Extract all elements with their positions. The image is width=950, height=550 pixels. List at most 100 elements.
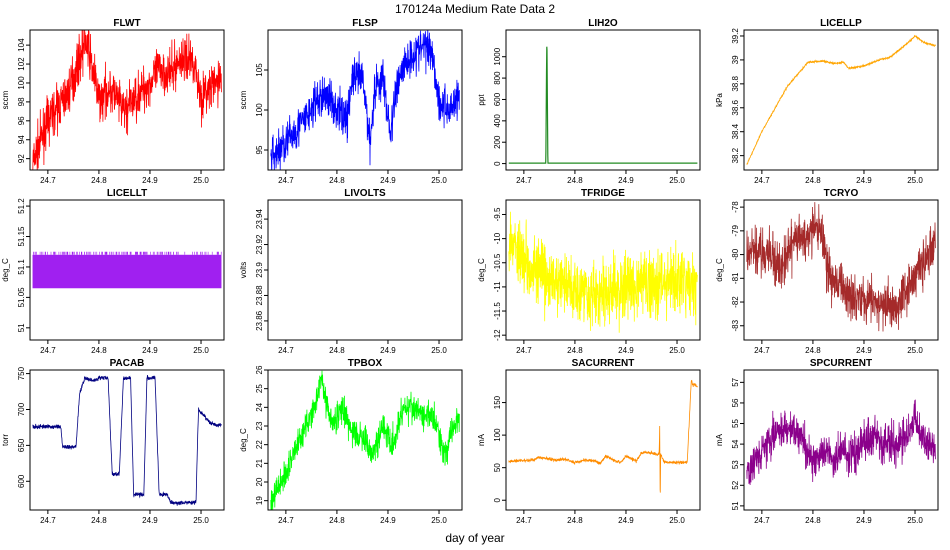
x-tick-label: 24.9 <box>142 176 158 185</box>
figure-xlabel: day of year <box>445 531 504 545</box>
y-tick-label: 38.4 <box>731 123 740 139</box>
y-axis-label: volts <box>239 262 248 278</box>
x-tick-label: 25.0 <box>669 176 685 185</box>
x-tick-label: 24.9 <box>856 516 872 525</box>
y-tick-label: 52 <box>731 480 740 489</box>
y-tick-label: 23 <box>255 421 264 430</box>
x-tick-label: 24.8 <box>329 516 345 525</box>
series-line-spcurrent <box>746 399 936 486</box>
plot-frame <box>505 369 701 511</box>
y-axis-label: kPa <box>715 93 724 107</box>
x-tick-label: 24.8 <box>329 176 345 185</box>
y-tick-label: 650 <box>17 438 26 452</box>
x-tick-label: 24.7 <box>278 176 294 185</box>
panel-livolts: LIVOLTS 24.7 24.8 24.9 25.0 23.86 23.88 23.9 23.… <box>239 188 463 355</box>
x-tick-label: 24.8 <box>567 346 583 355</box>
panel-grid: FLWT 24.7 24.8 24.9 25.0 92 94 96 98 100 102 104 scc… <box>1 18 939 525</box>
y-tick-label: -10.5 <box>493 253 502 272</box>
y-tick-label: 23.92 <box>255 234 264 255</box>
y-tick-label: 23.9 <box>255 262 264 278</box>
x-tick-label: 24.9 <box>618 516 634 525</box>
y-tick-label: 100 <box>493 428 502 442</box>
x-tick-label: 24.7 <box>278 346 294 355</box>
x-tick-label: 24.7 <box>40 346 56 355</box>
series-spikes-licellt <box>33 251 222 255</box>
x-tick-label: 25.0 <box>907 516 923 525</box>
y-tick-label: 102 <box>17 57 26 71</box>
x-tick-label: 25.0 <box>669 346 685 355</box>
panel-tcryo: TCRYO 24.7 24.8 24.9 25.0 -83 -82 -81 -80 -79 -78 d… <box>715 188 939 355</box>
y-tick-label: -79 <box>731 225 740 237</box>
y-tick-label: -12 <box>493 329 502 341</box>
panel-licellp: LICELLP 24.7 24.8 24.9 25.0 38.2 38.4 38.6 38.8 3… <box>715 18 939 185</box>
y-tick-label: 105 <box>255 63 264 77</box>
y-tick-label: 200 <box>493 135 502 149</box>
y-tick-label: 150 <box>493 395 502 409</box>
plot-frame <box>743 369 939 511</box>
panel-title: TPBOX <box>348 358 383 369</box>
x-tick-label: 24.8 <box>91 346 107 355</box>
x-tick-label: 25.0 <box>193 516 209 525</box>
x-tick-label: 25.0 <box>431 176 447 185</box>
y-axis-label: torr <box>1 434 10 446</box>
y-tick-label: 92 <box>17 154 26 163</box>
y-axis-label: ppt <box>477 94 486 106</box>
y-tick-label: 51.05 <box>17 287 26 308</box>
y-tick-label: 54 <box>731 439 740 448</box>
series-line-sacurrent <box>508 379 698 493</box>
y-axis-label: deg_C <box>1 258 10 282</box>
figure-title: 170124a Medium Rate Data 2 <box>395 2 555 16</box>
x-tick-label: 25.0 <box>431 516 447 525</box>
y-tick-label: 38.6 <box>731 99 740 115</box>
panel-title: SPCURRENT <box>810 358 872 369</box>
x-tick-label: 24.9 <box>380 176 396 185</box>
y-tick-label: 800 <box>493 71 502 85</box>
y-axis-label: sccm <box>1 90 10 109</box>
y-tick-label: -9.5 <box>493 207 502 221</box>
x-tick-label: 24.7 <box>278 516 294 525</box>
y-tick-label: 400 <box>493 114 502 128</box>
y-tick-label: 750 <box>17 366 26 380</box>
y-tick-label: 94 <box>17 135 26 144</box>
panel-spcurrent: SPCURRENT 24.7 24.8 24.9 25.0 51 52 53 54 55 56 57 m… <box>715 358 939 525</box>
series-band-licellt <box>32 254 222 289</box>
x-tick-label: 24.8 <box>805 176 821 185</box>
x-tick-label: 24.9 <box>380 516 396 525</box>
panel-licellt: LICELLT 24.7 24.8 24.9 25.0 51 51.05 51.1 51.15 5… <box>1 188 225 355</box>
x-tick-label: 24.7 <box>516 346 532 355</box>
series-line-tfridge <box>508 211 698 333</box>
x-tick-label: 24.7 <box>754 516 770 525</box>
panel-title: LIH2O <box>588 18 618 29</box>
y-axis-label: deg_C <box>477 258 486 282</box>
panel-tpbox: TPBOX 24.7 24.8 24.9 25.0 19 20 21 22 23 24 25 26 deg… <box>239 358 463 525</box>
plot-frame <box>267 369 463 511</box>
y-axis-label: deg_C <box>715 258 724 282</box>
x-tick-label: 24.8 <box>805 516 821 525</box>
panel-title: LICELLP <box>820 18 862 29</box>
y-axis-label: mA <box>715 433 724 446</box>
y-tick-label: -10 <box>493 232 502 244</box>
y-tick-label: 51.1 <box>17 259 26 275</box>
y-tick-label: 38.8 <box>731 76 740 92</box>
panel-pacab: PACAB 24.7 24.8 24.9 25.0 600 650 700 750 torr <box>1 358 225 525</box>
x-tick-label: 24.8 <box>91 516 107 525</box>
plot-frame <box>267 29 463 171</box>
panel-title: LICELLT <box>107 188 147 199</box>
panel-title: LIVOLTS <box>344 188 386 199</box>
y-tick-label: 51.15 <box>17 226 26 247</box>
y-tick-label: -11 <box>493 281 502 293</box>
y-tick-label: 700 <box>17 402 26 416</box>
x-tick-label: 24.8 <box>805 346 821 355</box>
x-tick-label: 24.9 <box>618 346 634 355</box>
x-tick-label: 24.9 <box>142 346 158 355</box>
panel-title: TFRIDGE <box>581 188 625 199</box>
plot-frame <box>743 29 939 171</box>
series-line-pacab <box>32 374 222 506</box>
y-tick-label: 95 <box>255 145 264 154</box>
panel-tfridge: TFRIDGE 24.7 24.8 24.9 25.0 -12 -11.5 -11 -10.5 -… <box>477 188 701 355</box>
y-tick-label: 53 <box>731 460 740 469</box>
x-tick-label: 24.7 <box>40 176 56 185</box>
y-tick-label: 26 <box>255 365 264 374</box>
y-tick-label: 57 <box>731 377 740 386</box>
plot-frame <box>29 199 225 341</box>
